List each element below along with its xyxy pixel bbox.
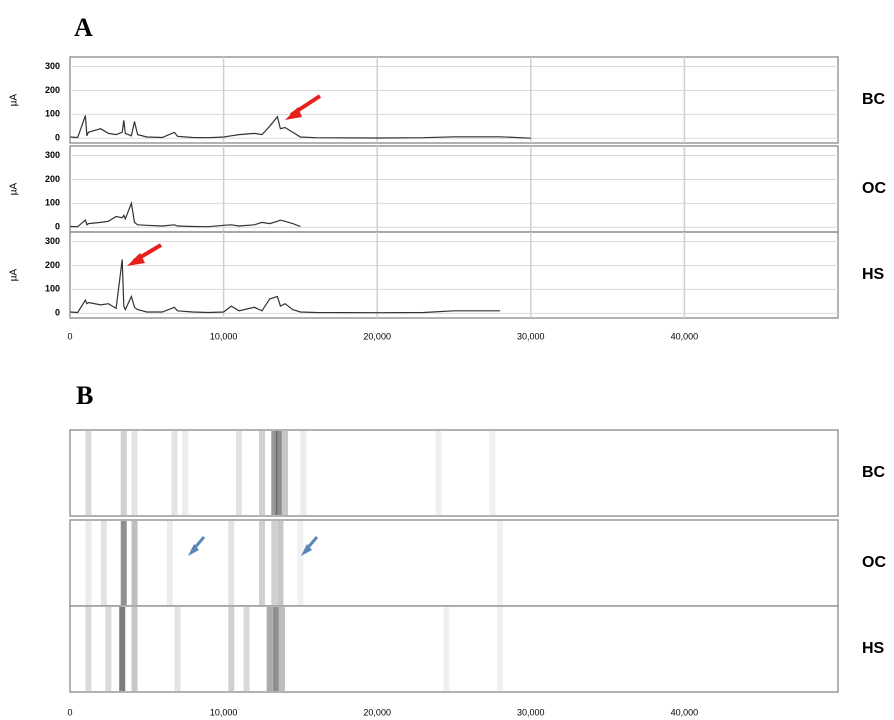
band (300, 431, 306, 515)
band (244, 607, 250, 691)
band (277, 521, 283, 605)
band (121, 521, 127, 605)
y-tick-label: 300 (45, 150, 60, 160)
plot-frame (70, 146, 838, 232)
y-tick-label: 100 (45, 198, 60, 208)
x-tick-label: 20,000 (363, 331, 391, 341)
plot-frame (70, 57, 838, 143)
x-tick-label: 20,000 (363, 707, 391, 717)
y-tick-label: 200 (45, 85, 60, 95)
band (497, 607, 503, 691)
band (259, 521, 265, 605)
band (85, 521, 91, 605)
y-tick-label: 200 (45, 260, 60, 270)
x-tick-label: 30,000 (517, 331, 545, 341)
band (267, 607, 273, 691)
y-tick-label: 100 (45, 284, 60, 294)
band (282, 431, 288, 515)
trace (70, 203, 300, 226)
band (279, 607, 285, 691)
band (271, 521, 277, 605)
band (85, 431, 91, 515)
y-axis-label: µA (9, 182, 20, 195)
lane-name: HS (862, 640, 885, 657)
series-name: BC (862, 91, 886, 108)
lane-name: OC (862, 554, 886, 571)
figure: A B 0 10,000 20,000 30,000 40,000 0 100 200 300 µ… (0, 0, 894, 720)
band (443, 607, 449, 691)
band (228, 521, 234, 605)
band (182, 431, 188, 515)
x-tick-label: 40,000 (671, 707, 699, 717)
lane (70, 520, 838, 606)
band (175, 607, 181, 691)
band (167, 521, 173, 605)
band (489, 431, 495, 515)
plot-frame (70, 232, 838, 318)
x-tick-label: 10,000 (210, 331, 238, 341)
x-tick-label: 30,000 (517, 707, 545, 717)
band (259, 431, 265, 515)
band (273, 607, 279, 691)
band (121, 431, 127, 515)
y-axis-label: µA (9, 268, 20, 281)
y-tick-label: 300 (45, 236, 60, 246)
band (276, 431, 282, 515)
panel-label: A (74, 13, 93, 42)
x-tick-label: 0 (67, 331, 72, 341)
band (85, 607, 91, 691)
y-tick-label: 0 (55, 133, 60, 143)
band (436, 431, 442, 515)
series-name: HS (862, 266, 885, 283)
band (105, 607, 111, 691)
trace (70, 260, 500, 313)
series-name: OC (862, 180, 886, 197)
x-tick-label: 10,000 (210, 707, 238, 717)
band (228, 607, 234, 691)
panel-label: B (76, 381, 93, 410)
y-tick-label: 0 (55, 222, 60, 232)
band (101, 521, 107, 605)
x-tick-label: 40,000 (671, 331, 699, 341)
band (119, 607, 125, 691)
y-tick-label: 200 (45, 174, 60, 184)
lane-name: BC (862, 464, 886, 481)
trace (70, 116, 531, 139)
y-axis-label: µA (9, 93, 20, 106)
y-tick-label: 300 (45, 61, 60, 71)
band (297, 521, 303, 605)
band (497, 521, 503, 605)
y-tick-label: 0 (55, 308, 60, 318)
x-tick-label: 0 (67, 707, 72, 717)
band (171, 431, 177, 515)
band (132, 607, 138, 691)
lane (70, 606, 838, 692)
band (236, 431, 242, 515)
y-tick-label: 100 (45, 109, 60, 119)
band (132, 431, 138, 515)
band (132, 521, 138, 605)
